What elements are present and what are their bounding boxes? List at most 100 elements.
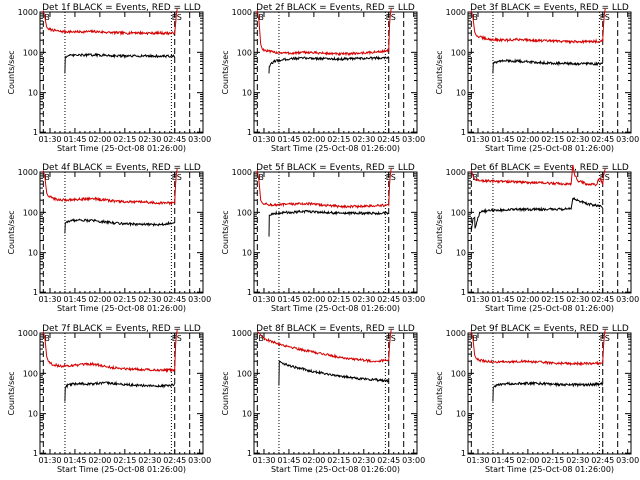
y-tick-label: 1: [461, 288, 466, 297]
x-tick-label: 02:30: [138, 456, 161, 465]
marker-label-b: B: [44, 13, 50, 22]
panel-9: Det 9f BLACK = Events, RED = LLD 1 10 100 10…: [435, 324, 639, 474]
y-tick-label: 1: [461, 449, 466, 458]
y-tick-label: 1000: [232, 168, 252, 177]
x-axis-label: Start Time (25-Oct-08 01:26:00): [57, 465, 186, 474]
y-tick-label: 100: [23, 369, 38, 378]
y-axis-label: Counts/sec: [435, 371, 444, 415]
y-tick-label: 1: [247, 288, 252, 297]
y-axis-label: Counts/sec: [7, 210, 16, 254]
x-tick-label: 02:15: [113, 295, 136, 304]
x-axis-label: Start Time (25-Oct-08 01:26:00): [485, 144, 614, 153]
x-tick-label: 01:45: [63, 135, 86, 144]
y-axis-label: Counts/sec: [221, 371, 230, 415]
x-tick-label: 01:30: [466, 456, 489, 465]
x-tick-label: 02:15: [541, 456, 564, 465]
x-tick-label: 02:45: [377, 135, 400, 144]
x-axis-label: Start Time (25-Oct-08 01:26:00): [271, 144, 400, 153]
x-tick-label: 01:45: [277, 295, 300, 304]
x-tick-label: 01:45: [491, 456, 514, 465]
panel-5: Det 5f BLACK = Events, RED = LLD 1 10 100 10…: [221, 163, 425, 313]
x-axis-label: Start Time (25-Oct-08 01:26:00): [271, 465, 400, 474]
panel-3: Det 3f BLACK = Events, RED = LLD 1 10 100 10…: [435, 3, 639, 153]
lld-series-line: [470, 164, 606, 187]
events-series-line: [278, 360, 389, 386]
x-tick-label: 02:30: [138, 295, 161, 304]
y-tick-label: 1: [461, 128, 466, 137]
x-tick-label: 03:00: [616, 295, 639, 304]
y-axis-label: Counts/sec: [221, 50, 230, 94]
x-tick-label: 02:00: [516, 295, 539, 304]
y-tick-label: 10: [28, 89, 38, 98]
marker-label-es: ES: [600, 334, 610, 343]
marker-label-es: ES: [386, 13, 396, 22]
x-tick-label: 01:45: [491, 135, 514, 144]
x-tick-label: 01:30: [252, 295, 275, 304]
x-tick-label: 02:45: [163, 135, 186, 144]
marker-label-es: ES: [172, 173, 182, 182]
x-tick-label: 01:30: [252, 456, 275, 465]
plot-frame: [39, 332, 204, 455]
x-tick-label: 02:45: [591, 456, 614, 465]
y-tick-label: 1000: [18, 168, 38, 177]
panel-7: Det 7f BLACK = Events, RED = LLD 1 10 100 10…: [7, 324, 211, 474]
y-tick-label: 1000: [232, 8, 252, 17]
x-tick-label: 01:45: [63, 456, 86, 465]
x-tick-label: 02:45: [377, 295, 400, 304]
y-tick-label: 10: [242, 249, 252, 258]
plot-frame: [253, 171, 418, 294]
panel-6: Det 6f BLACK = Events, RED = LLD 1 10 100 10…: [435, 163, 639, 313]
x-tick-label: 02:30: [352, 456, 375, 465]
x-tick-label: 02:00: [302, 295, 325, 304]
panel-title: Det 2f BLACK = Events, RED = LLD: [256, 3, 415, 13]
events-series-line: [492, 58, 604, 74]
x-tick-label: 02:30: [138, 135, 161, 144]
y-tick-label: 100: [23, 48, 38, 57]
panel-title: Det 4f BLACK = Events, RED = LLD: [42, 163, 201, 173]
y-tick-label: 100: [451, 208, 466, 217]
y-axis-label: Counts/sec: [435, 50, 444, 94]
marker-label-es: ES: [600, 13, 610, 22]
y-tick-label: 1000: [232, 329, 252, 338]
panel-2: Det 2f BLACK = Events, RED = LLD 1 10 100 10…: [221, 3, 425, 153]
marker-label-b: B: [258, 334, 264, 343]
x-tick-label: 01:30: [252, 135, 275, 144]
events-series-line: [268, 209, 389, 237]
y-tick-label: 10: [456, 410, 466, 419]
x-tick-label: 03:00: [188, 456, 211, 465]
plot-frame: [467, 171, 632, 294]
x-tick-label: 03:00: [402, 456, 425, 465]
x-axis-label: Start Time (25-Oct-08 01:26:00): [485, 304, 614, 313]
x-tick-label: 01:45: [277, 135, 300, 144]
y-tick-label: 1: [247, 449, 252, 458]
y-tick-label: 100: [237, 369, 252, 378]
x-tick-label: 03:00: [188, 135, 211, 144]
y-tick-label: 10: [28, 410, 38, 419]
x-tick-label: 02:45: [591, 135, 614, 144]
marker-label-es: ES: [386, 173, 396, 182]
y-tick-label: 1000: [446, 8, 466, 17]
panel-title: Det 8f BLACK = Events, RED = LLD: [256, 324, 415, 334]
y-tick-label: 10: [242, 89, 252, 98]
x-tick-label: 03:00: [402, 295, 425, 304]
x-tick-label: 02:15: [113, 135, 136, 144]
x-tick-label: 02:15: [327, 135, 350, 144]
x-tick-label: 01:30: [38, 135, 61, 144]
y-tick-label: 1000: [446, 329, 466, 338]
y-axis-label: Counts/sec: [221, 210, 230, 254]
x-tick-label: 02:15: [113, 456, 136, 465]
marker-label-b: B: [472, 13, 478, 22]
y-tick-label: 10: [456, 89, 466, 98]
lld-series-line: [470, 8, 606, 45]
x-tick-label: 02:30: [352, 295, 375, 304]
y-tick-label: 100: [451, 369, 466, 378]
marker-label-b: B: [44, 173, 50, 182]
y-tick-label: 1: [33, 449, 38, 458]
marker-label-es: ES: [172, 334, 182, 343]
marker-label-b: B: [472, 173, 478, 182]
panel-title: Det 3f BLACK = Events, RED = LLD: [470, 3, 629, 13]
panel-title: Det 6f BLACK = Events, RED = LLD: [470, 163, 629, 173]
x-tick-label: 01:45: [277, 456, 300, 465]
x-tick-label: 02:45: [163, 295, 186, 304]
